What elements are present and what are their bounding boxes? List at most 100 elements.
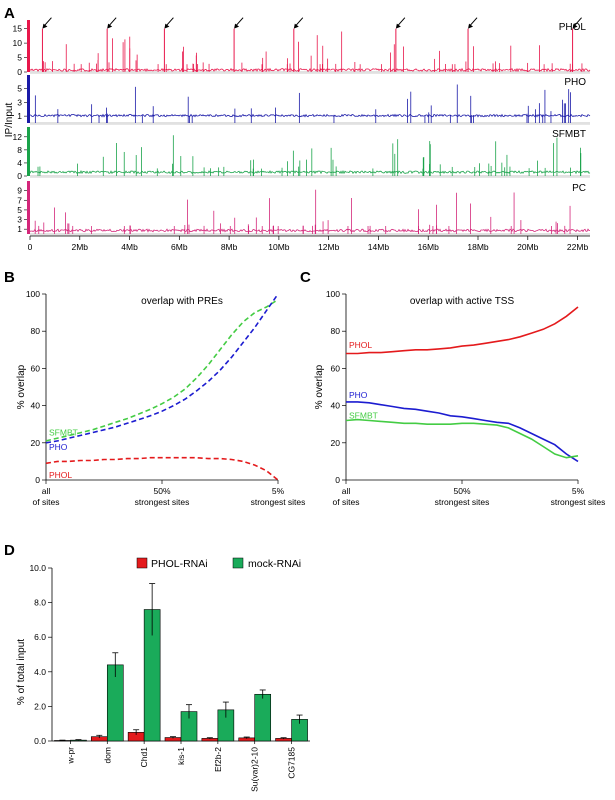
panelB-x-tick-sublabel: strongest sites	[135, 497, 190, 507]
panel-d-bar-chart: % of total input PHOL-RNAi mock-RNAi 0.0…	[16, 557, 310, 792]
track-y-tick-label: 7	[17, 195, 22, 205]
panel-c-ylabel: % overlap	[314, 364, 325, 409]
track-y-tick-label: 5	[17, 205, 22, 215]
panelB-y-tick-label: 20	[31, 438, 41, 448]
track-color-bar	[27, 20, 30, 72]
panelC-x-tick-label: all	[342, 486, 351, 496]
panel-a-x-tick-label: 8Mb	[221, 242, 238, 252]
panel-d-y-tick-label: 2.0	[34, 701, 46, 711]
panelB-series-line-pho	[45, 293, 279, 444]
panelB-series-label-sfmbt: SFMBT	[49, 427, 78, 437]
panelB-x-tick-sublabel: of sites	[33, 497, 60, 507]
panelC-series-line-pho	[346, 401, 579, 463]
panelB-series-line-sfmbt	[45, 298, 279, 442]
panel-a-ylabel: IP/Input	[4, 103, 15, 138]
panel-a-x-tick-label: 14Mb	[368, 242, 390, 252]
track-y-tick-label: 1	[17, 111, 22, 121]
peak-arrowhead	[42, 23, 48, 29]
track-color-bar	[27, 181, 30, 234]
panel-b-ylabel: % overlap	[16, 364, 27, 409]
track-signal	[29, 169, 591, 175]
track-y-tick-label: 5	[17, 53, 22, 63]
peak-arrowhead	[468, 23, 474, 29]
bar-mock-rnai	[254, 693, 272, 742]
panel-d-category-label: Chd1	[139, 747, 149, 768]
track-signal	[29, 67, 591, 73]
track-name-phol: PHOL	[559, 22, 587, 33]
legend-swatch-phol-rnai	[136, 557, 148, 569]
panel-a-x-tick-label: 10Mb	[268, 242, 290, 252]
panel-d-category-label: CG7185	[287, 747, 297, 779]
track-color-bar	[27, 127, 30, 176]
panel-b-title: overlap with PREs	[141, 296, 223, 307]
panelC-y-tick-label: 80	[331, 326, 341, 336]
panelB-y-tick-label: 80	[31, 326, 41, 336]
track-y-tick-label: 5	[17, 84, 22, 94]
track-y-tick-label: 1	[17, 224, 22, 234]
panel-d-y-tick-label: 4.0	[34, 667, 46, 677]
peak-arrowhead	[234, 23, 240, 29]
track-name-pho: PHO	[564, 77, 586, 88]
panel-d-y-tick-label: 0.0	[34, 736, 46, 746]
panel-d-category-label: dom	[102, 747, 112, 764]
peak-arrowhead	[107, 23, 113, 29]
panel-a-genome-tracks: IP/Input 151050PHOL531PHO12840SFMBT97531…	[4, 17, 591, 252]
track-y-tick-label: 0	[17, 171, 22, 181]
panelC-x-tick-label: 50%	[453, 486, 470, 496]
panel-d-category-label: kis-1	[176, 747, 186, 765]
panelB-y-tick-label: 0	[35, 475, 40, 485]
panel-d-category-label: Ef2b-2	[213, 747, 223, 772]
panel-a-x-tick-label: 12Mb	[318, 242, 340, 252]
peak-arrowhead	[293, 23, 299, 29]
panel-a-x-tick-label: 20Mb	[517, 242, 539, 252]
panelC-y-tick-label: 20	[331, 438, 341, 448]
track-y-tick-label: 3	[17, 97, 22, 107]
track-y-tick-label: 10	[13, 38, 23, 48]
panel-c-title: overlap with active TSS	[410, 296, 515, 307]
track-signal	[29, 113, 591, 118]
panel-d-ylabel: % of total input	[16, 639, 27, 705]
track-color-bar	[27, 75, 30, 123]
panel-label-a: A	[4, 5, 15, 22]
panelB-y-tick-label: 100	[26, 289, 40, 299]
panel-d-y-tick-label: 8.0	[34, 598, 46, 608]
panelB-x-tick-label: 5%	[272, 486, 285, 496]
panelC-y-tick-label: 100	[326, 289, 340, 299]
track-name-pc: PC	[572, 183, 586, 194]
track-y-tick-label: 4	[17, 158, 22, 168]
panel-a-x-tick-label: 0	[28, 242, 33, 252]
panelB-x-tick-label: all	[42, 486, 51, 496]
panel-b-line-chart: overlap with PREs % overlap 0 20 40 60 80 100…	[16, 289, 305, 507]
panelC-x-tick-sublabel: of sites	[333, 497, 360, 507]
panelB-series-label-pho: PHO	[49, 442, 68, 452]
panelB-series-line-phol	[45, 456, 279, 481]
track-signal	[30, 228, 590, 233]
panel-c-line-chart: overlap with active TSS % overlap 0 20 40 6…	[314, 289, 605, 507]
panel-d-category-label: Su(var)2-10	[250, 747, 260, 792]
panel-a-x-tick-label: 22Mb	[567, 242, 589, 252]
panel-d-category-label: w-pr	[65, 747, 75, 765]
panel-a-x-tick-label: 6Mb	[171, 242, 188, 252]
panelB-series-label-phol: PHOL	[49, 470, 72, 480]
panel-a-x-tick-label: 4Mb	[121, 242, 138, 252]
track-y-tick-label: 12	[13, 132, 23, 142]
panel-a-x-tick-label: 16Mb	[418, 242, 440, 252]
track-name-sfmbt: SFMBT	[552, 129, 586, 140]
track-y-tick-label: 9	[17, 186, 22, 196]
legend-label-phol-rnai: PHOL-RNAi	[151, 558, 208, 570]
panelC-x-tick-sublabel: strongest sites	[551, 497, 606, 507]
panelC-series-line-phol	[346, 306, 579, 355]
panel-label-c: C	[300, 269, 311, 286]
panelC-series-label-sfmbt: SFMBT	[349, 411, 378, 421]
track-y-tick-label: 15	[13, 24, 23, 34]
track-y-tick-label: 8	[17, 145, 22, 155]
panel-label-b: B	[4, 269, 15, 286]
panelB-y-tick-label: 60	[31, 363, 41, 373]
peak-arrowhead	[572, 23, 578, 29]
panelB-y-tick-label: 40	[31, 401, 41, 411]
panelC-series-label-pho: PHO	[349, 390, 368, 400]
panelC-x-tick-sublabel: strongest sites	[435, 497, 490, 507]
panelC-y-tick-label: 60	[331, 363, 341, 373]
panelC-series-label-phol: PHOL	[349, 340, 372, 350]
